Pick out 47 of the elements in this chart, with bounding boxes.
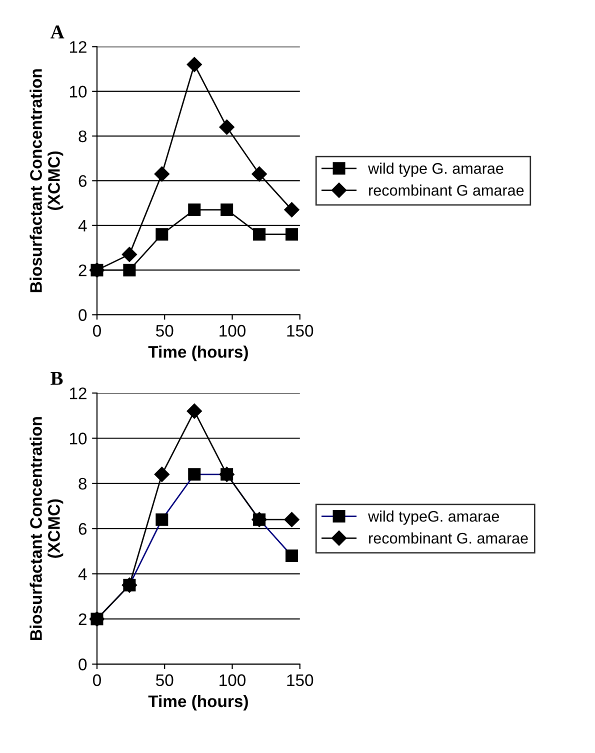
- point: [123, 264, 136, 276]
- y-tick-label: 10: [70, 432, 87, 444]
- y-tick-label: 4: [78, 220, 87, 232]
- x-axis-title: Time (hours): [148, 694, 248, 710]
- point: [156, 228, 168, 241]
- x-axis-title: Time (hours): [148, 346, 248, 362]
- point: [253, 228, 266, 241]
- y-tick-label: 12: [70, 387, 86, 400]
- x-tick-label: 100: [220, 674, 246, 686]
- point: [220, 204, 234, 216]
- x-tick-label: 50: [156, 674, 174, 686]
- point: [154, 166, 170, 182]
- point: [286, 228, 298, 241]
- point: [186, 404, 202, 419]
- y-axis-title: Biosurfactant Concentration (XCMC): [30, 417, 64, 640]
- y-tick-label: 0: [78, 658, 87, 670]
- y-tick-label: 2: [78, 264, 86, 276]
- y-tick-label: 8: [78, 130, 87, 142]
- y-tick-label: 8: [78, 478, 87, 490]
- y-tick-label: 2: [78, 613, 86, 626]
- y-tick-label: 4: [78, 568, 87, 580]
- point: [154, 466, 170, 482]
- y-tick-label: 0: [78, 309, 87, 321]
- point: [186, 56, 202, 72]
- y-tick-label: 6: [78, 175, 87, 187]
- y-tick-label: 12: [70, 41, 86, 53]
- y-tick-label: 6: [78, 523, 87, 535]
- x-tick-label: 0: [93, 324, 101, 337]
- point: [122, 246, 138, 262]
- x-tick-label: 0: [93, 674, 101, 686]
- point: [284, 202, 300, 218]
- legend-label: wild type G. amarae: [368, 162, 504, 177]
- x-tick-label: 150: [287, 324, 314, 337]
- legend-label: recombinant G. amarae: [369, 532, 528, 544]
- y-axis-title: Biosurfactant Concentration (XCMC): [30, 69, 64, 292]
- legend-label: recombinant G amarae: [369, 184, 524, 196]
- y-tick-label: 10: [70, 86, 87, 98]
- point: [188, 204, 201, 216]
- legend-label: wild typeG. amarae: [368, 510, 499, 525]
- x-tick-label: 150: [287, 674, 314, 686]
- point: [284, 512, 300, 528]
- x-tick-label: 50: [156, 324, 174, 337]
- x-tick-label: 100: [220, 324, 246, 337]
- chart-title: A: [50, 26, 64, 38]
- chart-title: B: [50, 372, 63, 385]
- point: [252, 166, 267, 182]
- point: [219, 120, 234, 135]
